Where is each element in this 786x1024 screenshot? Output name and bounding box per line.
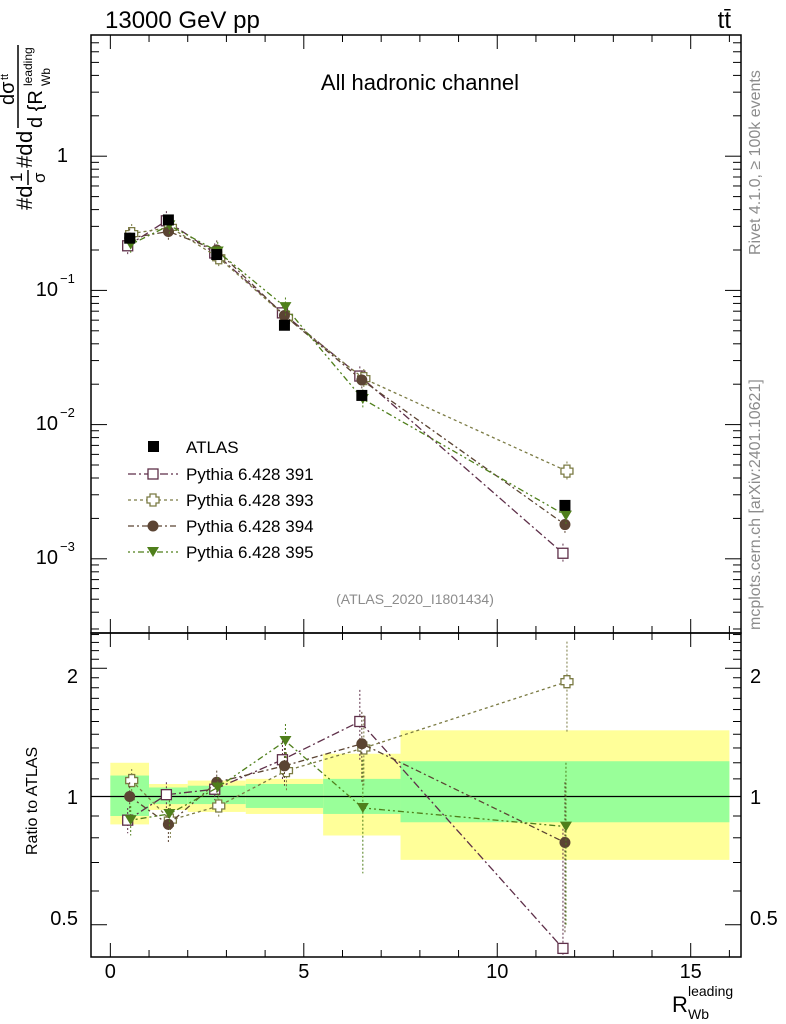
main-plot-marks (122, 211, 574, 563)
legend-item-atlas: ATLAS (148, 438, 239, 457)
mcplots-label: mcplots.cern.ch [arXiv:2401.10621] (747, 379, 764, 630)
ratio-point-3-3 (279, 735, 292, 746)
legend-label-395: Pythia 6.428 395 (186, 543, 314, 562)
y-tick-label-3: 10 (36, 413, 58, 435)
xlabel-sub: Wb (688, 1006, 709, 1022)
legend-item-395: Pythia 6.428 395 (128, 543, 314, 562)
main-line-1 (131, 226, 568, 472)
ratio-point-1-5 (560, 675, 574, 689)
ratio-ylabel: Ratio to ATLAS (24, 747, 41, 855)
y-tick-label-4: 10 (36, 547, 58, 569)
x-tick-label-5: 5 (298, 961, 309, 983)
ratio-tick-label-1: 1 (67, 787, 78, 809)
ratio-point-0-5 (557, 942, 569, 955)
main-y-ticklabels: 1 10 −1 10 −2 10 −3 (36, 145, 75, 569)
legend: ATLAS Pythia 6.428 391 Pythia 6.428 393 … (128, 438, 314, 562)
ratio-point-3-0 (124, 815, 137, 826)
ylabel-part-1: 1 (7, 173, 26, 182)
main-point-2-1 (162, 225, 174, 237)
x-tick-label-10: 10 (486, 961, 508, 983)
ylabel-part-4: d (12, 131, 37, 143)
main-point-2-3 (278, 310, 290, 322)
x-tick-label-0: 0 (105, 961, 116, 983)
legend-item-393: Pythia 6.428 393 (128, 491, 314, 510)
main-line-2 (129, 230, 566, 526)
y-tick-exp-2: −1 (60, 271, 75, 286)
main-point-3-3 (279, 302, 292, 313)
axes-frames (90, 34, 742, 958)
y-tick-label-1: 1 (57, 145, 68, 167)
process-label: tt̄ (718, 7, 732, 34)
y-tick-label-2: 10 (36, 279, 58, 301)
rivet-label: Rivet 4.1.0, ≥ 100k events (747, 70, 764, 255)
ratio-point-1-2 (212, 799, 226, 813)
legend-label-393: Pythia 6.428 393 (186, 491, 314, 510)
channel-label: All hadronic channel (321, 70, 519, 95)
ratio-point-3-1 (163, 808, 176, 819)
ratio-point-3-4 (356, 802, 369, 813)
main-ylabel: #d 1 σ #d d dσ tt d {R Wb leading (0, 45, 53, 210)
ratio-point-2-0 (124, 791, 136, 803)
legend-item-391: Pythia 6.428 391 (128, 465, 314, 484)
ratio-point-2-1 (162, 818, 174, 830)
ratio-tick-label-right-05: 0.5 (750, 908, 778, 930)
data-point-0 (124, 232, 136, 244)
legend-label-394: Pythia 6.428 394 (186, 517, 314, 536)
ratio-point-0-1 (160, 789, 173, 801)
main-point-1-5 (560, 464, 574, 478)
ylabel-part-2: #d (12, 144, 37, 168)
y-tick-exp-4: −3 (60, 539, 75, 554)
ylabel-part-9: leading (21, 47, 35, 86)
ylabel-part-5: dσ (0, 81, 19, 105)
ratio-point-3-5 (559, 821, 572, 832)
ylabel-part-3: σ (30, 172, 49, 183)
x-ticklabels: 0 5 10 15 (105, 961, 702, 983)
ratio-tick-label-right-1: 1 (750, 787, 761, 809)
ratio-frame (90, 632, 742, 958)
ratio-point-2-5 (559, 836, 571, 848)
data-point-3 (278, 319, 290, 331)
legend-marker-394 (147, 520, 159, 532)
y-tick-exp-3: −2 (60, 405, 75, 420)
ylabel-part-7: d {R (25, 90, 47, 128)
legend-marker-atlas (148, 441, 159, 452)
main-line-0 (127, 220, 564, 554)
legend-marker-391 (147, 468, 159, 480)
ylabel-part-0: #d (12, 186, 37, 210)
legend-label-391: Pythia 6.428 391 (186, 465, 314, 484)
main-point-2-5 (559, 519, 571, 531)
ratio-point-1-0 (125, 773, 139, 788)
energy-label: 13000 GeV pp (105, 7, 260, 34)
ratio-point-0-4 (354, 715, 366, 728)
x-axis-label: R Wb leading (672, 983, 733, 1022)
legend-label-atlas: ATLAS (186, 438, 239, 457)
ylabel-part-6: tt (0, 74, 11, 80)
main-point-3-5 (559, 510, 572, 521)
xlabel-sup: leading (688, 983, 733, 999)
ratio-tick-label-right-2: 2 (750, 666, 761, 688)
ratio-line-2 (129, 743, 566, 844)
ylabel-part-8: Wb (39, 68, 53, 86)
ratio-plot-marks (122, 641, 574, 957)
legend-item-394: Pythia 6.428 394 (128, 517, 314, 536)
analysis-id: (ATLAS_2020_I1801434) (336, 591, 494, 607)
ratio-point-2-3 (278, 760, 290, 772)
ratio-line-3 (130, 740, 567, 828)
main-point-0-5 (557, 547, 569, 559)
data-point-4 (356, 389, 368, 401)
main-point-2-4 (356, 374, 368, 386)
ratio-tick-label-2: 2 (67, 666, 78, 688)
legend-marker-395 (147, 547, 159, 557)
ratio-tick-label-05: 0.5 (50, 908, 78, 930)
x-tick-label-15: 15 (680, 961, 702, 983)
ratio-point-3-2 (211, 782, 224, 793)
data-point-2 (211, 249, 223, 261)
data-point-1 (162, 214, 174, 226)
ratio-y-ticklabels: 2 1 0.5 2 1 0.5 (50, 666, 778, 930)
data-point-5 (559, 499, 571, 511)
xlabel-main: R (672, 992, 688, 1017)
ratio-point-2-4 (356, 738, 368, 750)
legend-marker-393 (146, 493, 160, 507)
